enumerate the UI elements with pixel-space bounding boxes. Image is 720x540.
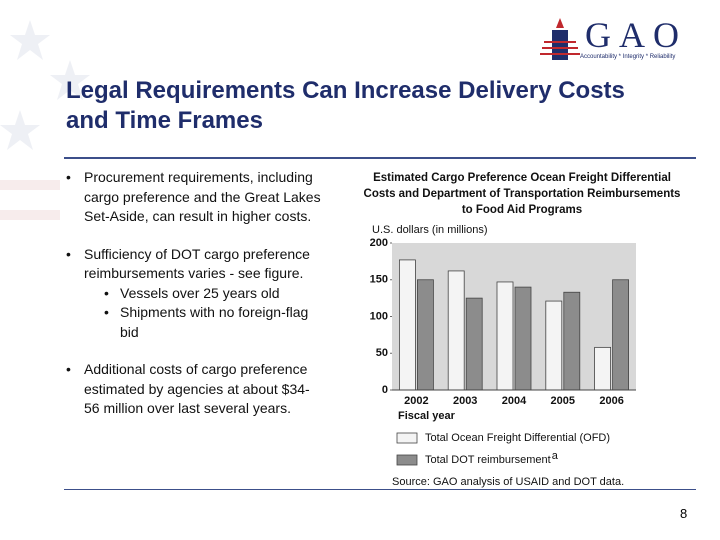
y-tick-label: 150 [370, 274, 388, 286]
x-tick-label: 2004 [502, 395, 527, 407]
rule [64, 489, 696, 490]
bar [612, 279, 630, 391]
legend-swatch [396, 432, 418, 444]
logo-icon [540, 18, 580, 60]
x-tick-label: 2005 [551, 395, 575, 407]
y-tick-label: 50 [376, 347, 388, 359]
x-axis-label: Fiscal year [398, 410, 456, 422]
y-tick-label: 100 [370, 310, 388, 322]
page-number: 8 [680, 506, 688, 521]
sub-bullet: Vessels over 25 years old [84, 284, 324, 304]
x-tick-label: 2003 [453, 395, 477, 407]
y-axis-label: U.S. dollars (in millions) [372, 224, 488, 236]
bullet-text: Additional costs of cargo preference est… [84, 361, 310, 416]
bullet-text: Sufficiency of DOT cargo preference reim… [84, 245, 310, 282]
logo: GAO [585, 15, 687, 55]
chart-title: Estimated Cargo Preference Ocean Freight… [363, 172, 681, 216]
rule [64, 157, 696, 159]
bullet: Procurement requirements, including carg… [66, 168, 324, 227]
bar [496, 281, 514, 391]
bullet-list: Procurement requirements, including carg… [66, 168, 324, 437]
source: Source: GAO analysis of USAID and DOT da… [392, 476, 624, 488]
bar [465, 297, 483, 391]
y-tick-label: 200 [370, 237, 388, 249]
legend-swatch [396, 454, 418, 466]
motto: Accountability * Integrity * Reliability [580, 54, 676, 60]
bullet-text: Procurement requirements, including carg… [84, 169, 321, 224]
slide-title: Legal Requirements Can Increase Delivery… [66, 77, 625, 134]
bar [563, 291, 581, 391]
bar [417, 279, 434, 391]
flag-background [0, 20, 90, 220]
legend-label: Total Ocean Freight Differential (OFD) [425, 432, 610, 444]
bar [545, 300, 563, 391]
x-tick-label: 2002 [404, 395, 428, 407]
sub-bullet: Shipments with no foreign-flag bid [84, 303, 324, 342]
bar [399, 259, 416, 391]
x-tick-label: 2006 [599, 395, 623, 407]
legend-label: Total DOT reimbursement [425, 454, 551, 466]
bullet: Sufficiency of DOT cargo preference reim… [66, 245, 324, 343]
bullet: Additional costs of cargo preference est… [66, 360, 324, 419]
legend-note-marker: a [552, 450, 559, 462]
y-tick-label: 0 [382, 384, 388, 396]
bar [594, 346, 612, 391]
bar [514, 286, 532, 391]
chart: U.S. dollars (in millions) 0 50 100 150 200 20… [370, 224, 636, 488]
bar [447, 270, 465, 391]
